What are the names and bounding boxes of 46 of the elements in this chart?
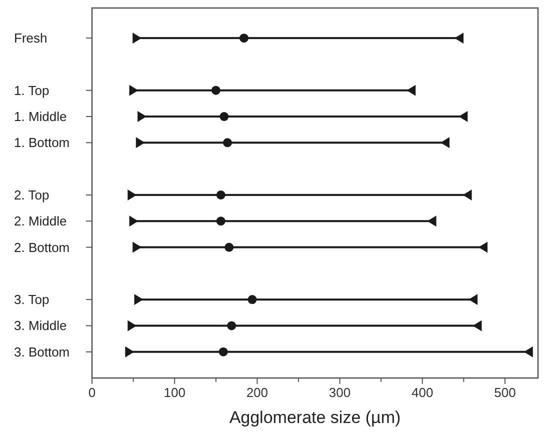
point — [440, 137, 450, 148]
y-tick-label: 1. Middle — [14, 109, 67, 124]
y-tick-label: Fresh — [14, 30, 48, 46]
x-tick-label: 100 — [164, 385, 186, 400]
point — [216, 190, 226, 200]
y-tick-label: 1. Bottom — [14, 135, 70, 150]
x-tick-label: 400 — [412, 385, 434, 400]
point — [458, 111, 468, 122]
point — [132, 242, 142, 253]
point — [136, 137, 145, 148]
point — [222, 138, 232, 148]
point — [218, 347, 228, 356]
y-tick-label: 3. Top — [14, 292, 50, 308]
point — [472, 320, 482, 332]
x-tick-label: 300 — [328, 385, 351, 400]
point — [427, 216, 436, 227]
x-tick-label: 500 — [494, 385, 516, 400]
y-tick-label: 2. Top — [14, 187, 50, 202]
point — [128, 320, 137, 332]
point — [524, 346, 533, 358]
point — [211, 86, 220, 95]
point — [468, 294, 478, 306]
point — [128, 189, 137, 200]
y-tick-label: 2. Middle — [14, 214, 67, 229]
point — [227, 321, 236, 330]
point — [462, 189, 472, 200]
point — [129, 216, 138, 227]
point — [216, 216, 226, 226]
x-tick-label: 0 — [88, 385, 96, 400]
point — [478, 242, 488, 253]
point — [129, 84, 138, 96]
x-tick-label: 200 — [246, 385, 268, 400]
x-axis-title: Agglomerate size (µm) — [229, 408, 401, 427]
point — [454, 32, 464, 44]
point — [134, 294, 144, 306]
point — [220, 112, 229, 122]
point — [239, 34, 248, 43]
y-tick-label: 3. Bottom — [14, 344, 70, 360]
y-tick-label: 1. Top — [14, 82, 50, 98]
point — [248, 295, 257, 304]
y-tick-label: 3. Middle — [14, 318, 67, 334]
point — [224, 242, 234, 252]
point — [125, 346, 134, 358]
point — [132, 32, 142, 44]
y-tick-label: 2. Bottom — [14, 240, 70, 255]
point — [406, 84, 416, 96]
